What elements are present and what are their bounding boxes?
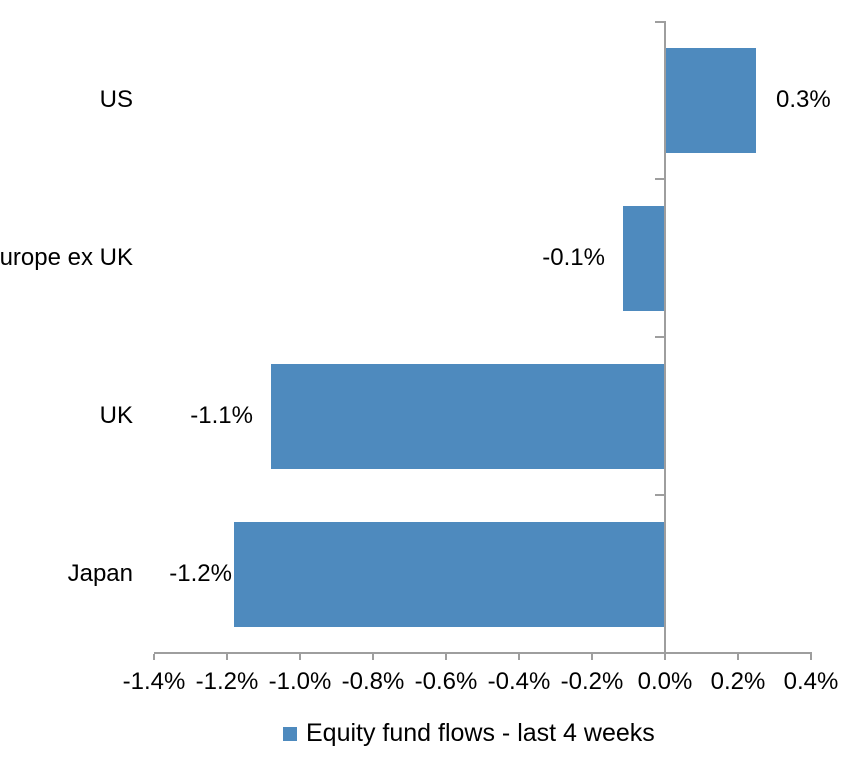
bar-us [665,48,756,153]
value-label-us: 0.3% [776,86,831,113]
y-axis-category-tick [655,494,665,496]
x-axis-tick [153,654,155,660]
x-axis-tick-label: -0.2% [560,668,624,695]
value-label-japan: -1.2% [169,560,232,587]
x-axis-tick [737,654,739,660]
value-label-europe-ex-uk: -0.1% [542,244,605,271]
x-axis-tick-label: 0.4% [783,668,839,695]
x-axis-tick [591,654,593,660]
x-axis-tick-label: -1.0% [268,668,332,695]
x-axis-tick-label: -0.8% [341,668,405,695]
bar-japan [234,522,665,627]
legend-label: Equity fund flows - last 4 weeks [306,719,655,747]
y-axis-category-tick [655,178,665,180]
x-axis-tick [810,654,812,660]
x-axis-tick-label: -1.4% [122,668,186,695]
category-label-uk: UK [99,402,133,429]
category-label-us: US [99,86,133,113]
legend: Equity fund flows - last 4 weeks [283,719,655,748]
x-axis-tick [445,654,447,660]
x-axis-line [154,652,812,654]
y-axis-category-tick [655,336,665,338]
category-label-europe-ex-uk: Europe ex UK [0,244,133,271]
x-axis-tick [518,654,520,660]
x-axis-tick-label: 0.2% [710,668,766,695]
x-axis-tick [372,654,374,660]
x-axis-tick-label: -0.6% [414,668,478,695]
x-axis-tick-label: -1.2% [195,668,259,695]
category-label-japan: Japan [67,560,133,587]
value-label-uk: -1.1% [190,402,253,429]
bar-uk [271,364,665,469]
y-axis-line [664,21,666,660]
y-axis-category-tick [655,21,665,23]
x-axis-tick-label: -0.4% [487,668,551,695]
x-axis-tick-label: 0.0% [637,668,693,695]
x-axis-tick [299,654,301,660]
x-axis-tick [226,654,228,660]
legend-swatch [283,726,297,741]
bar-europe-ex-uk [623,206,665,311]
